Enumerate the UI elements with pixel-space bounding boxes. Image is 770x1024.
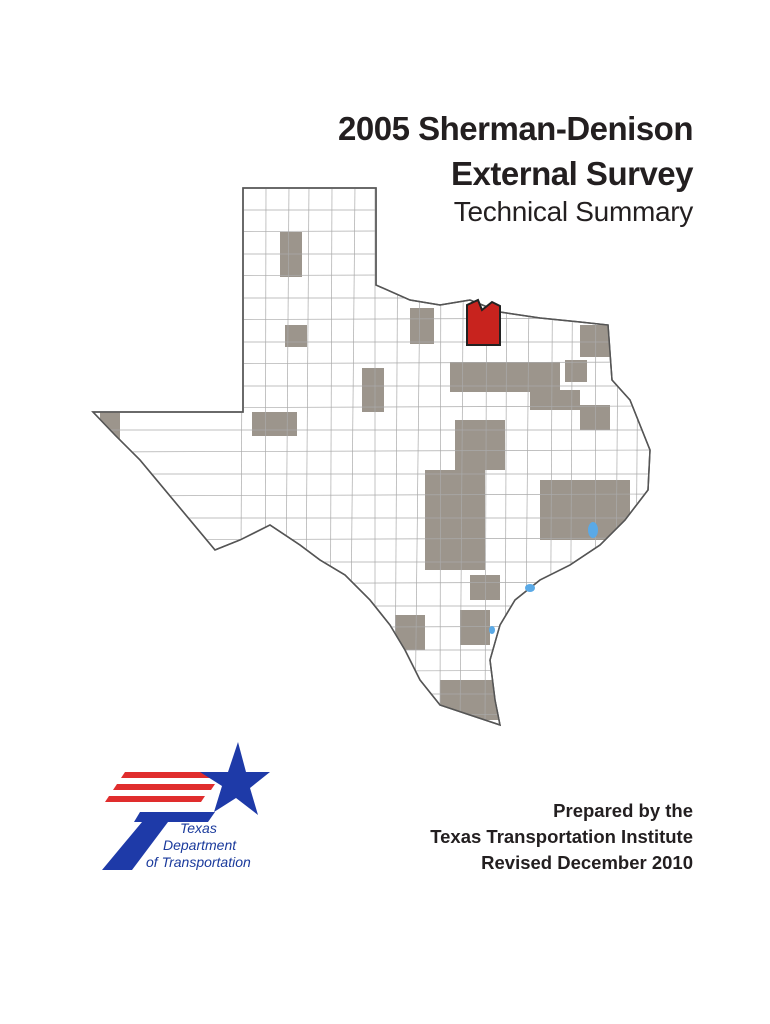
county-line — [594, 188, 597, 725]
prepared-line: Texas Transportation Institute — [430, 826, 693, 847]
prepared-line: Revised December 2010 — [481, 852, 693, 873]
county-line — [93, 493, 650, 497]
county-line — [93, 625, 650, 629]
county-line — [93, 449, 650, 453]
state-fill — [92, 187, 651, 726]
highlighted-counties — [100, 232, 630, 720]
title-line: External Survey — [451, 155, 693, 192]
water — [489, 522, 598, 634]
county-line — [93, 713, 650, 717]
subtitle: Technical Summary — [453, 196, 694, 227]
study-county — [466, 298, 501, 346]
logo-text: of Transportation — [146, 854, 251, 870]
logo-text: Texas — [180, 820, 217, 836]
prepared-line: Prepared by the — [553, 800, 693, 821]
logo-text: Department — [163, 837, 237, 853]
title-line: 2005 Sherman-Denison — [338, 110, 693, 147]
txdot-logo — [102, 742, 270, 870]
county-line — [93, 669, 650, 673]
